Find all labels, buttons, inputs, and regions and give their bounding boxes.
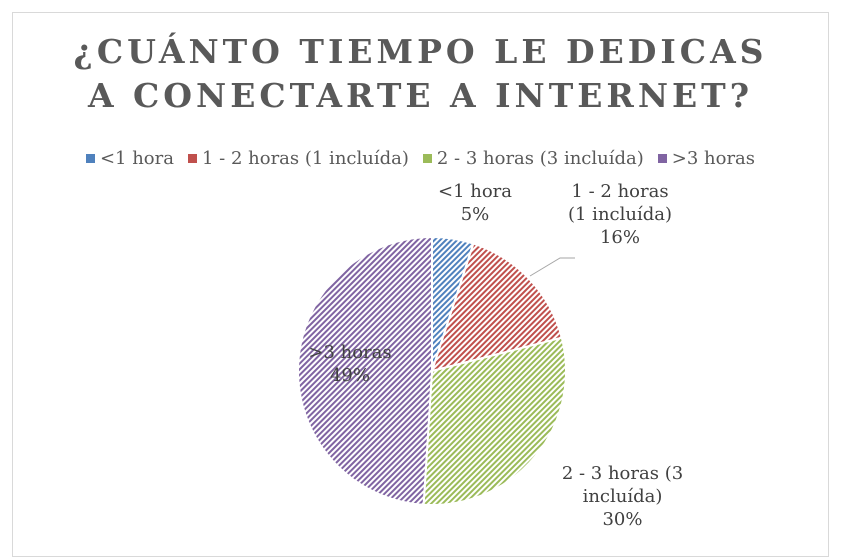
legend-swatch	[422, 154, 432, 163]
legend-item: 1 - 2 horas (1 incluída)	[187, 148, 409, 169]
data-label-category: >3 horas	[308, 342, 392, 363]
data-label: 1 - 2 horas (1 incluída) 16%	[560, 180, 680, 249]
data-label-value: 49%	[329, 365, 370, 386]
data-label-value: 30%	[602, 509, 643, 530]
legend-swatch	[85, 154, 95, 163]
data-label-value: 5%	[460, 204, 490, 225]
legend-item: >3 horas	[657, 148, 756, 169]
data-label-category: <1 hora	[437, 181, 513, 202]
legend-label: >3 horas	[671, 148, 756, 169]
chart-title: ¿CUÁNTO TIEMPO LE DEDICAS A CONECTARTE A…	[73, 32, 768, 115]
legend-label: 1 - 2 horas (1 incluída)	[201, 148, 409, 169]
legend: <1 hora 1 - 2 horas (1 incluída) 2 - 3 hor…	[0, 148, 841, 169]
data-label: >3 horas 49%	[300, 341, 400, 387]
data-label: 2 - 3 horas (3 incluída) 30%	[560, 462, 685, 531]
leader-line	[529, 257, 575, 277]
legend-swatch	[657, 154, 667, 163]
pie-slice	[296, 235, 433, 506]
data-label-category: 1 - 2 horas (1 incluída)	[567, 181, 672, 225]
legend-swatch	[187, 154, 197, 163]
legend-label: 2 - 3 horas (3 incluída)	[436, 148, 644, 169]
legend-label: <1 hora	[99, 148, 174, 169]
legend-item: 2 - 3 horas (3 incluída)	[422, 148, 644, 169]
pie-slice	[422, 336, 567, 506]
data-label: <1 hora 5%	[430, 180, 520, 226]
data-label-category: 2 - 3 horas (3 incluída)	[561, 463, 684, 507]
legend-item: <1 hora	[85, 148, 174, 169]
data-label-value: 16%	[599, 227, 640, 248]
pie-slice	[430, 242, 564, 373]
